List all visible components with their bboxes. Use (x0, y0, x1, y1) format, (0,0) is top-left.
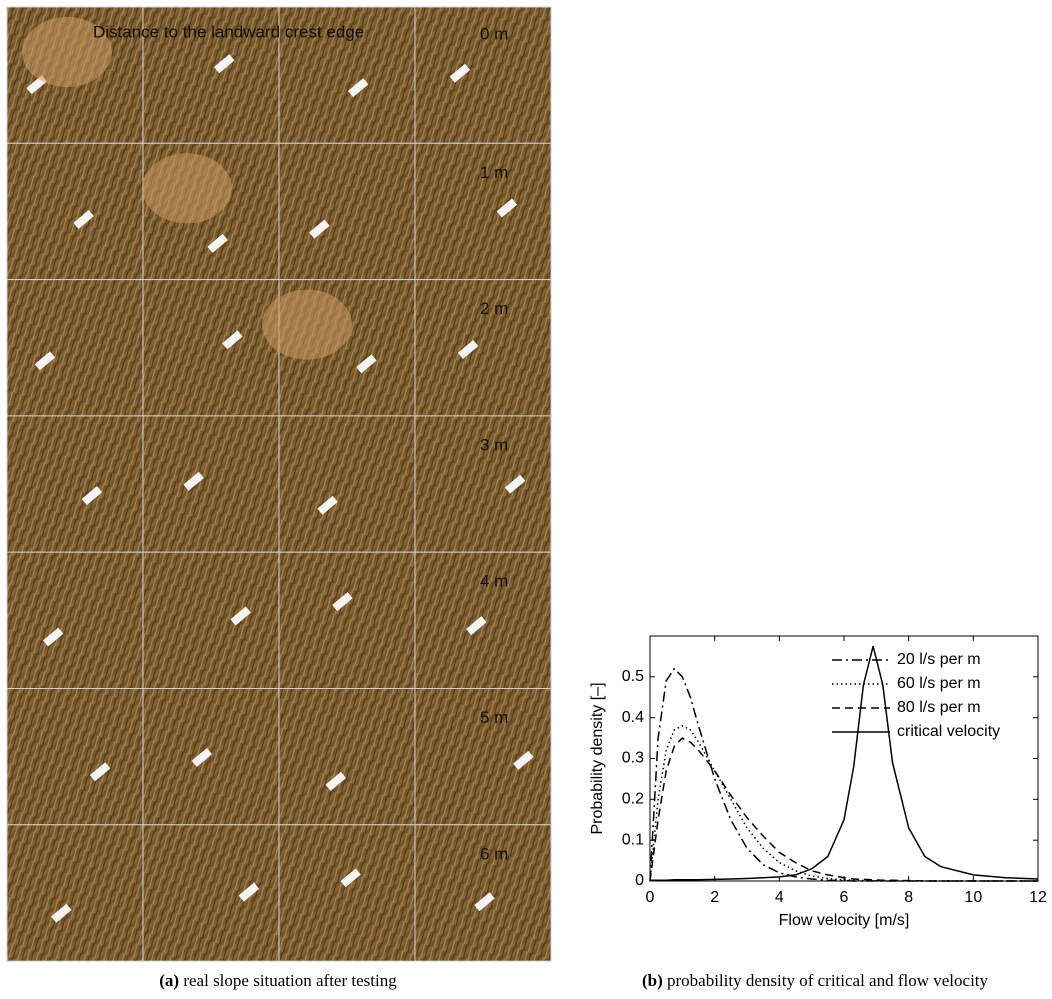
marker-tag (89, 762, 111, 782)
row-label: 5 m (480, 708, 508, 727)
x-tick-label: 0 (646, 889, 655, 906)
row-label: 3 m (480, 435, 508, 454)
photo-tile (142, 688, 280, 826)
x-axis-label: Flow velocity [m/s] (779, 912, 910, 929)
y-tick-label: 0.3 (622, 750, 644, 767)
photo-tile (142, 824, 280, 962)
photo-tile (278, 688, 416, 826)
photo-tile (142, 279, 280, 417)
marker-tag (496, 198, 518, 218)
series-line (649, 667, 1038, 882)
y-tick-label: 0.1 (622, 831, 644, 848)
marker-tag (222, 330, 243, 350)
series-line (649, 724, 1038, 882)
marker-tag (474, 892, 495, 912)
y-tick-label: 0 (635, 872, 644, 889)
legend-label: 20 l/s per m (897, 651, 981, 668)
marker-tag (230, 606, 251, 626)
marker-tag (207, 233, 228, 253)
caption-label: (a) (159, 971, 179, 990)
bare-soil (262, 289, 352, 360)
y-axis-label: Probability density [–] (589, 682, 606, 834)
marker-tag (309, 219, 330, 239)
marker-tag (449, 63, 471, 83)
photo-tile (6, 688, 144, 826)
caption-text: probability density of critical and flow… (667, 971, 989, 990)
marker-tag (317, 495, 338, 515)
photo-tile (414, 824, 552, 962)
plot-frame (649, 635, 1039, 882)
y-tick-label: 0.2 (622, 791, 644, 808)
bare-soil (22, 17, 112, 87)
photo-tile (6, 279, 144, 417)
caption-label: (b) (642, 971, 663, 990)
caption-b: (b) probability density of critical and … (642, 971, 989, 990)
marker-tag (340, 868, 361, 888)
x-tick-label: 2 (710, 889, 719, 906)
caption-a: (a) real slope situation after testing (159, 971, 397, 990)
photo-tile (6, 415, 144, 553)
photo-tile (414, 6, 552, 144)
photo-tile (278, 551, 416, 690)
marker-tag (214, 54, 235, 74)
marker-tag (347, 78, 369, 98)
chart: 0 2 4 6 8 10 12 0 0.1 0.2 0.3 0.4 0.5 Flow velocity [… (589, 635, 1047, 929)
caption-text: real slope situation after testing (183, 971, 397, 990)
marker-tag (42, 627, 64, 647)
marker-tag (513, 750, 534, 770)
photo-tile (142, 415, 280, 553)
row-label: 6 m (480, 844, 508, 863)
marker-tag (191, 747, 213, 767)
row-label: 4 m (480, 572, 508, 591)
marker-tag (81, 486, 103, 506)
photo-tile (6, 551, 144, 690)
row-label: 2 m (480, 299, 508, 318)
photo-tile (278, 415, 416, 553)
photo-tile (6, 824, 144, 962)
legend-label: 60 l/s per m (897, 675, 981, 692)
series-line (649, 737, 1038, 882)
photo-tile (142, 6, 280, 144)
marker-tag (325, 771, 347, 791)
photo-tile (6, 142, 144, 281)
row-label: 0 m (480, 24, 508, 43)
x-tick-label: 4 (775, 889, 784, 906)
photo-tile (278, 142, 416, 281)
marker-tag (332, 592, 353, 612)
x-tick-label: 10 (964, 889, 982, 906)
marker-tag (183, 471, 204, 491)
photo-tile (278, 824, 416, 962)
x-tick-label: 12 (1029, 889, 1047, 906)
marker-tag (356, 354, 377, 374)
y-tick-label: 0.4 (622, 709, 644, 726)
marker-tag (34, 351, 56, 371)
x-tick-label: 8 (904, 889, 913, 906)
marker-tag (466, 616, 487, 636)
series-line (650, 646, 1039, 881)
bare-soil (142, 153, 232, 224)
legend-label: critical velocity (897, 723, 1000, 740)
photo-tile (142, 551, 280, 690)
marker-tag (457, 339, 479, 359)
marker-tag (504, 474, 526, 494)
y-tick-label: 0.5 (622, 668, 644, 685)
x-tick-label: 6 (840, 889, 849, 906)
slope-photo: 0 m 1 m 2 m 3 m 4 m 5 m 6 m (6, 6, 552, 962)
photo-heading: Distance to the landward crest edge (93, 22, 364, 41)
photo-tile (414, 142, 552, 281)
legend-label: 80 l/s per m (897, 699, 981, 716)
marker-tag (51, 903, 72, 923)
photo-tile (414, 279, 552, 417)
marker-tag (73, 209, 94, 229)
marker-tag (238, 882, 260, 902)
photo-tile (414, 415, 552, 553)
photo-tile (278, 6, 416, 144)
row-label: 1 m (480, 163, 508, 182)
